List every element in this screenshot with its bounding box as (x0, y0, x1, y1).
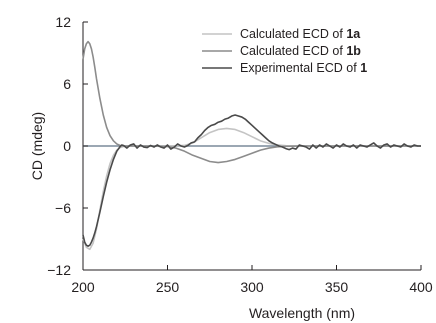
y-tick-label: 6 (63, 76, 71, 92)
y-tick-label: −12 (47, 262, 71, 278)
x-tick-label: 250 (156, 279, 180, 295)
x-axis-title: Wavelength (nm) (249, 305, 355, 321)
x-tick-label: 200 (71, 279, 95, 295)
x-tick-label: 400 (409, 279, 433, 295)
legend: Calculated ECD of 1a Calculated ECD of 1b… (202, 27, 367, 75)
y-axis-title: CD (mdeg) (29, 112, 45, 180)
y-tick-label: 0 (63, 138, 71, 154)
legend-label-1: Calculated ECD of 1a (240, 27, 361, 41)
legend-label-3: Experimental ECD of 1 (240, 61, 367, 75)
series-layer (82, 40, 421, 251)
legend-label-2: Calculated ECD of 1b (240, 44, 361, 58)
series-line-1 (82, 127, 421, 251)
series-line-3 (82, 114, 421, 248)
y-tick-label: −6 (55, 200, 71, 216)
y-tick-label: 12 (55, 14, 71, 30)
x-tick-label: 300 (240, 279, 264, 295)
tick-layer: 200 250 300 350 400 −12 −6 0 6 12 (47, 14, 433, 295)
x-tick-label: 350 (325, 279, 349, 295)
